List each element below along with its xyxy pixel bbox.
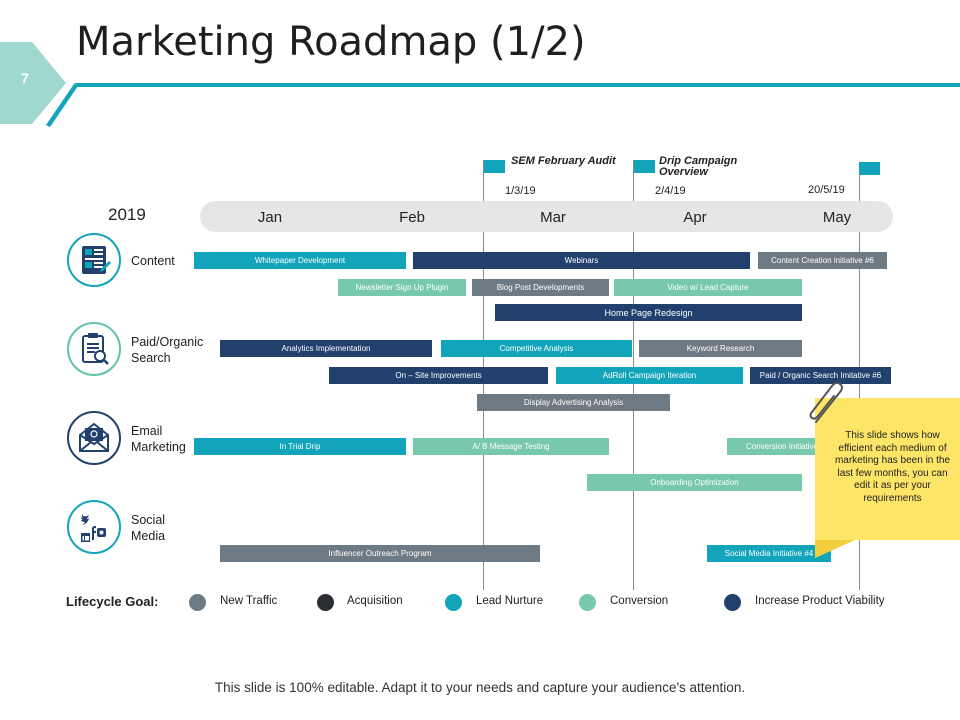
social-media-icon xyxy=(81,514,106,542)
task-bar: Social Media Initiative #4 xyxy=(707,545,831,562)
month-label: Jan xyxy=(257,209,283,226)
timeline-year: 2019 xyxy=(108,205,146,224)
title-underline xyxy=(74,83,960,87)
milestone-flag-3 xyxy=(859,162,880,175)
footer-text: This slide is 100% editable. Adapt it to… xyxy=(214,680,746,695)
page-number-tab xyxy=(0,42,66,124)
milestone-date-3: 20/5/19 xyxy=(808,184,845,196)
task-bar: Display Advertising Analysis xyxy=(477,394,670,411)
milestone-label-1: SEM February Audit xyxy=(511,155,616,167)
legend-title: Lifecycle Goal: xyxy=(66,594,159,609)
legend-dot xyxy=(445,594,462,611)
envelope-icon xyxy=(79,422,109,452)
task-bar: Video w/ Lead Capture xyxy=(614,279,802,296)
legend-dot xyxy=(579,594,596,611)
sticky-note-text: This slide shows how efficient each medi… xyxy=(834,430,951,504)
task-bar: Home Page Redesign xyxy=(495,304,802,321)
milestone-date-2: 2/4/19 xyxy=(655,185,686,197)
task-bar: AdRoll Campaign Iteration xyxy=(556,367,743,384)
milestone-label-2: Drip Campaign Overview xyxy=(659,155,738,178)
legend-label: Conversion xyxy=(610,595,669,607)
task-bar: Blog Post Developments xyxy=(472,279,609,296)
task-bar: On – Site Improvements xyxy=(329,367,548,384)
month-label: Mar xyxy=(540,209,566,226)
task-bar: Analytics Implementation xyxy=(220,340,432,357)
category-label-search: Paid/Organic Search xyxy=(131,335,204,365)
task-bar: Conversion Initiative xyxy=(727,438,837,455)
category-label-social: Social Media xyxy=(131,513,166,543)
content-category-circle xyxy=(67,233,121,287)
legend-label: Lead Nurture xyxy=(476,595,544,607)
social-category-circle xyxy=(67,500,121,554)
category-label-content: Content xyxy=(131,254,175,268)
task-bar: Content Creation initiative #6 xyxy=(758,252,887,269)
milestone-date-1: 1/3/19 xyxy=(505,185,536,197)
task-bar: A/ B Message Testing xyxy=(413,438,609,455)
task-bar: In Trial Drip xyxy=(194,438,406,455)
page-number: 7 xyxy=(21,70,29,86)
legend-label: New Traffic xyxy=(220,595,278,607)
sticky-note xyxy=(815,398,960,540)
task-bar: Whitepaper Development xyxy=(194,252,406,269)
legend-dot xyxy=(317,594,334,611)
task-bar: Onboarding Optimization xyxy=(587,474,802,491)
email-category-circle xyxy=(67,411,121,465)
task-bar: Webinars xyxy=(413,252,750,269)
legend-label: Acquisition xyxy=(347,595,403,607)
page-title: Marketing Roadmap (1/2) xyxy=(76,19,586,65)
paperclip-icon xyxy=(809,381,843,423)
month-label: Feb xyxy=(399,209,425,226)
search-category-circle xyxy=(67,322,121,376)
sticky-note-fold xyxy=(815,540,855,558)
category-label-email: Email Marketing xyxy=(131,424,186,454)
title-underline-diagonal xyxy=(46,84,78,127)
search-clipboard-icon xyxy=(82,333,109,365)
legend-dot xyxy=(724,594,741,611)
milestone-flag-2 xyxy=(634,160,655,173)
legend-dot xyxy=(189,594,206,611)
task-bar: Influencer Outreach Program xyxy=(220,545,540,562)
legend-label: Increase Product Viability xyxy=(755,595,885,607)
task-bar: Newsletter Sign Up Plugin xyxy=(338,279,466,296)
month-bar xyxy=(200,201,893,232)
header-decoration xyxy=(0,42,960,127)
month-label: May xyxy=(822,209,852,226)
task-bar: Paid / Organic Search Imitative #6 xyxy=(750,367,891,384)
milestone-flag-1 xyxy=(484,160,505,173)
task-bar: Competitive Analysis xyxy=(441,340,632,357)
task-bar: Keyword Research xyxy=(639,340,802,357)
month-label: Apr xyxy=(683,209,707,226)
content-icon xyxy=(82,246,111,274)
